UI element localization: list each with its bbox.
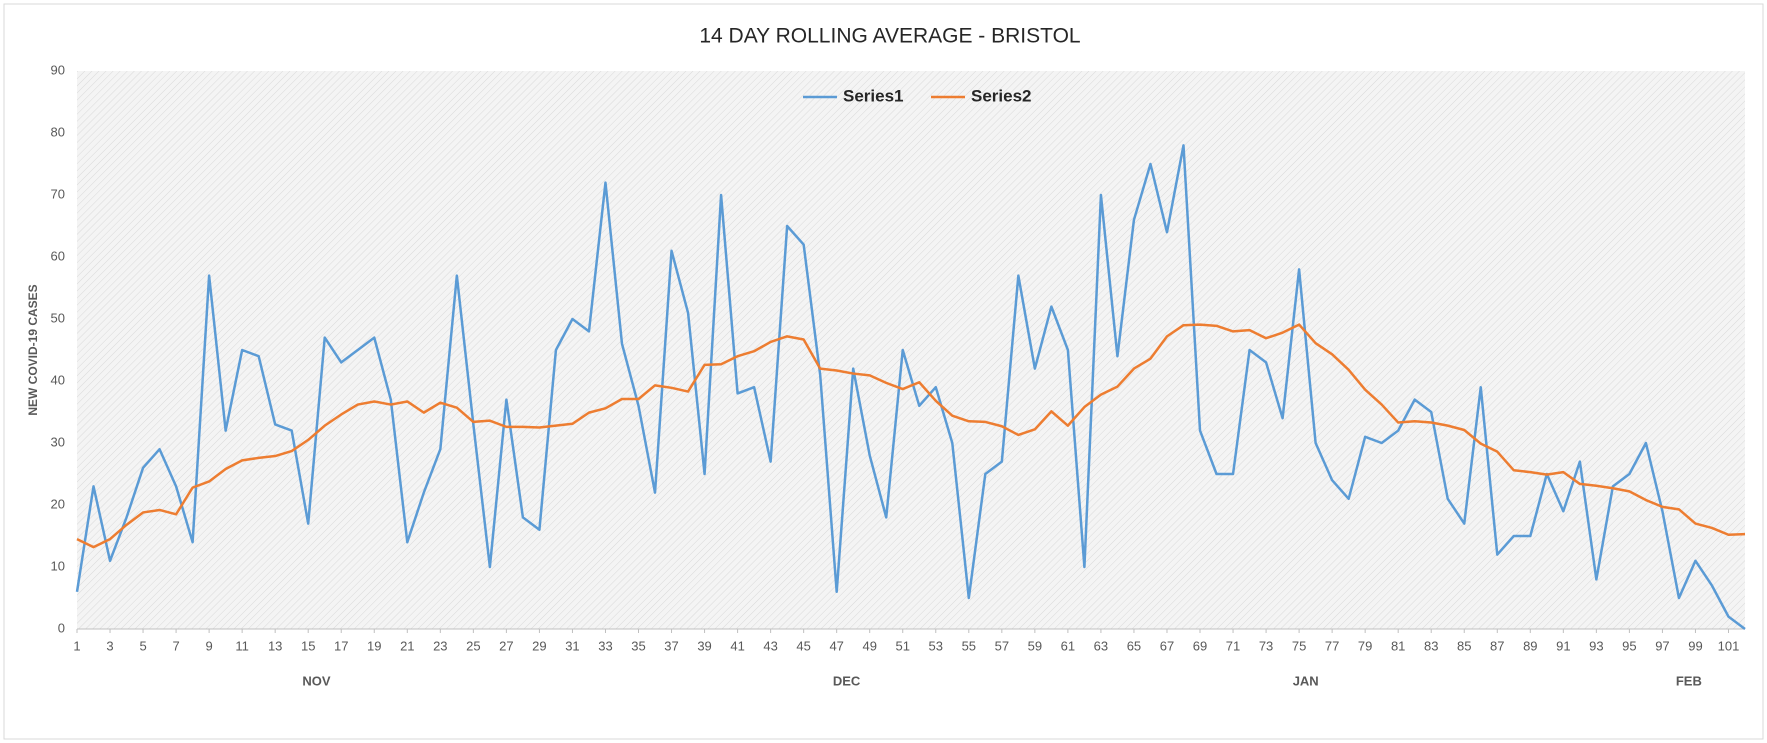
x-tick-label: 51 <box>896 638 910 653</box>
x-tick-label: 31 <box>565 638 579 653</box>
x-tick-label: 101 <box>1718 638 1740 653</box>
month-label: NOV <box>302 673 331 688</box>
x-tick-label: 17 <box>334 638 348 653</box>
x-tick-label: 69 <box>1193 638 1207 653</box>
y-tick-label: 60 <box>51 248 65 263</box>
x-tick-label: 37 <box>664 638 678 653</box>
x-tick-label: 79 <box>1358 638 1372 653</box>
x-tick-label: 19 <box>367 638 381 653</box>
legend-label: Series1 <box>843 86 904 105</box>
x-tick-label: 57 <box>995 638 1009 653</box>
x-tick-label: 85 <box>1457 638 1471 653</box>
x-tick-label: 91 <box>1556 638 1570 653</box>
x-tick-label: 27 <box>499 638 513 653</box>
x-tick-label: 49 <box>862 638 876 653</box>
y-tick-label: 30 <box>51 434 65 449</box>
x-tick-label: 21 <box>400 638 414 653</box>
x-tick-label: 89 <box>1523 638 1537 653</box>
x-tick-label: 71 <box>1226 638 1240 653</box>
x-tick-label: 45 <box>796 638 810 653</box>
y-tick-label: 50 <box>51 310 65 325</box>
x-tick-label: 3 <box>106 638 113 653</box>
x-tick-label: 81 <box>1391 638 1405 653</box>
y-tick-label: 40 <box>51 372 65 387</box>
x-tick-label: 65 <box>1127 638 1141 653</box>
x-tick-label: 87 <box>1490 638 1504 653</box>
x-tick-label: 5 <box>139 638 146 653</box>
x-tick-label: 39 <box>697 638 711 653</box>
x-tick-label: 47 <box>829 638 843 653</box>
x-tick-label: 97 <box>1655 638 1669 653</box>
x-tick-label: 59 <box>1028 638 1042 653</box>
y-tick-label: 0 <box>58 620 65 635</box>
x-tick-label: 9 <box>206 638 213 653</box>
chart-title: 14 DAY ROLLING AVERAGE - BRISTOL <box>699 25 1080 48</box>
x-tick-label: 75 <box>1292 638 1306 653</box>
series-line <box>76 323 1746 549</box>
x-tick-label: 83 <box>1424 638 1438 653</box>
y-tick-label: 80 <box>51 124 65 139</box>
x-tick-label: 61 <box>1061 638 1075 653</box>
y-tick-label: 90 <box>51 62 65 77</box>
x-tick-label: 33 <box>598 638 612 653</box>
legend-label: Series2 <box>971 86 1032 105</box>
y-axis-label: NEW COVID-19 CASES <box>26 284 40 415</box>
y-tick-label: 20 <box>51 496 65 511</box>
x-tick-label: 55 <box>962 638 976 653</box>
x-tick-label: 7 <box>172 638 179 653</box>
series-line <box>75 144 1746 630</box>
x-tick-label: 11 <box>235 638 249 653</box>
x-tick-label: 63 <box>1094 638 1108 653</box>
x-tick-label: 1 <box>73 638 80 653</box>
x-tick-label: 99 <box>1688 638 1702 653</box>
y-tick-label: 10 <box>51 558 65 573</box>
x-tick-label: 29 <box>532 638 546 653</box>
x-tick-label: 13 <box>268 638 282 653</box>
month-label: FEB <box>1676 673 1702 688</box>
x-tick-label: 41 <box>730 638 744 653</box>
x-tick-label: 73 <box>1259 638 1273 653</box>
plot-area <box>77 71 1745 629</box>
x-tick-label: 43 <box>763 638 777 653</box>
x-tick-label: 23 <box>433 638 447 653</box>
x-tick-label: 53 <box>929 638 943 653</box>
month-label: DEC <box>833 673 861 688</box>
x-tick-label: 93 <box>1589 638 1603 653</box>
x-tick-label: 25 <box>466 638 480 653</box>
month-label: JAN <box>1293 673 1319 688</box>
x-tick-label: 67 <box>1160 638 1174 653</box>
y-tick-label: 70 <box>51 186 65 201</box>
x-tick-label: 95 <box>1622 638 1636 653</box>
x-tick-label: 77 <box>1325 638 1339 653</box>
x-tick-label: 35 <box>631 638 645 653</box>
x-tick-label: 15 <box>301 638 315 653</box>
